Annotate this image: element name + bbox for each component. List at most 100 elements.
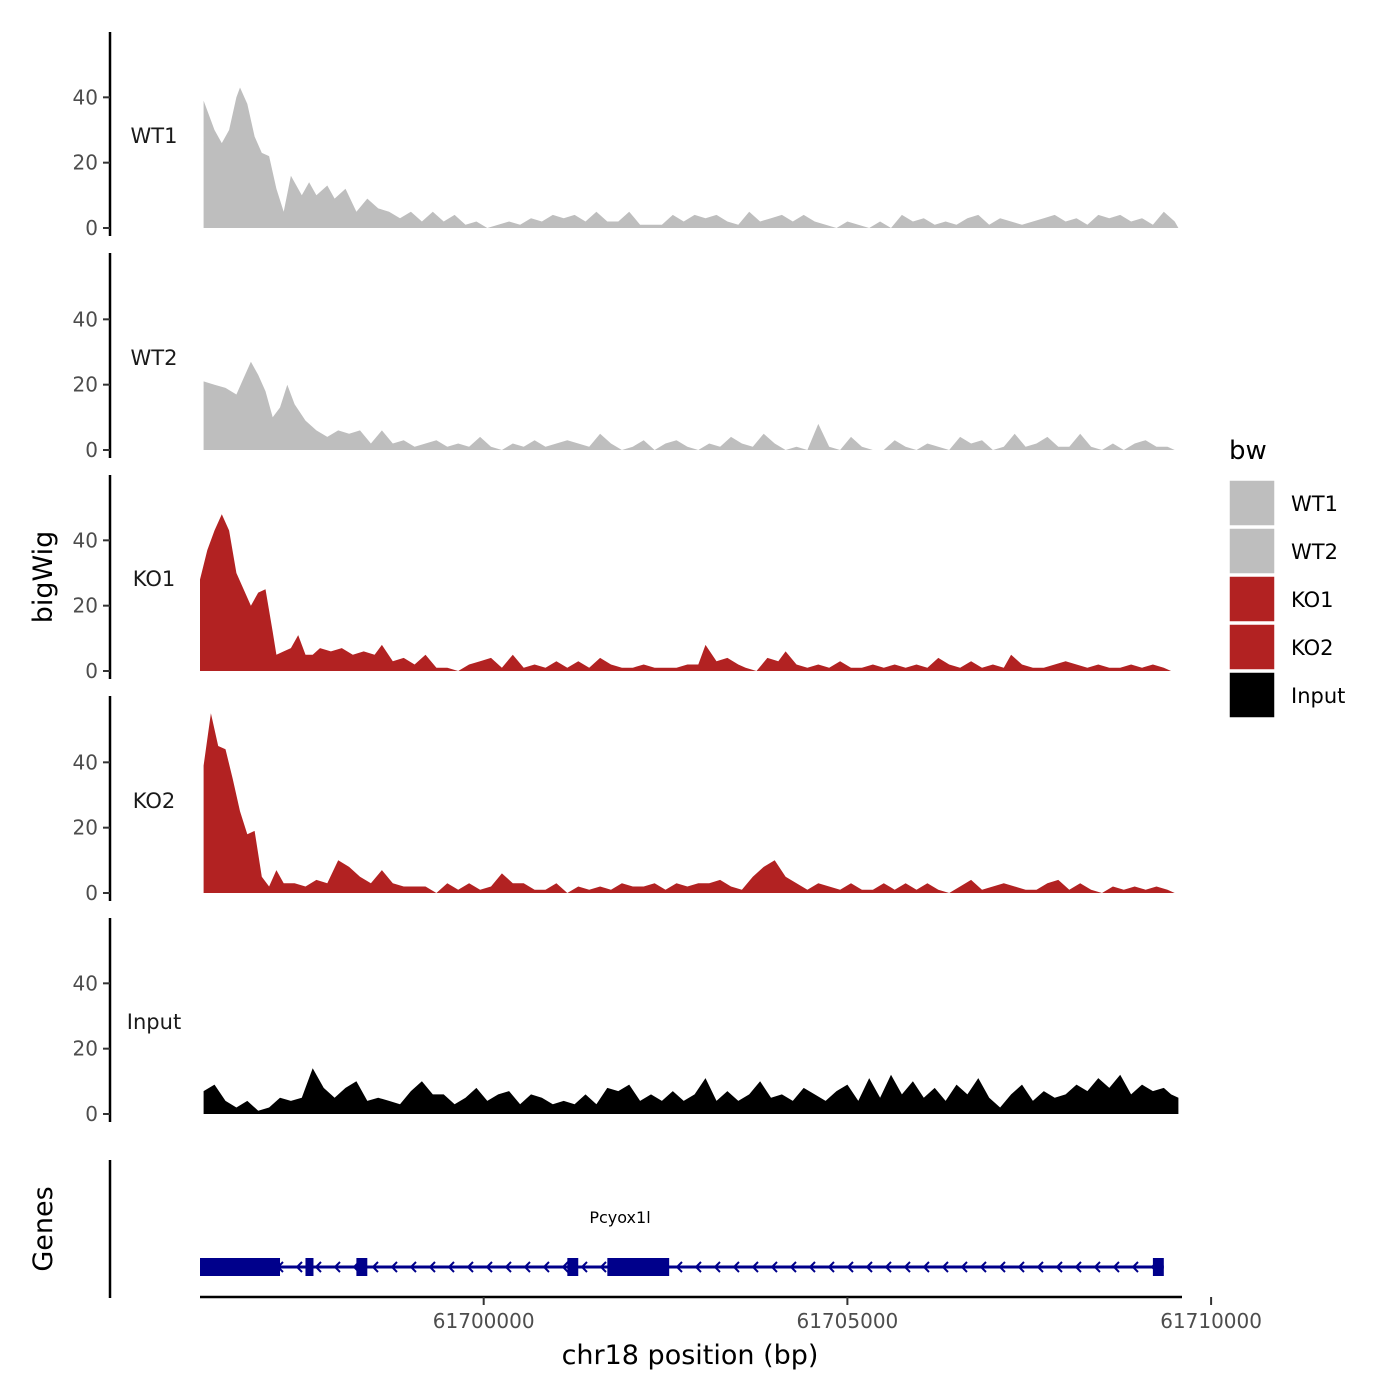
legend-key-wt1 <box>1228 479 1276 527</box>
gene-track-title: Genes <box>28 1186 59 1271</box>
gene-exon <box>1152 1258 1164 1276</box>
signal-area-ko2 <box>203 713 1175 893</box>
x-tick-label: 61700000 <box>433 1309 535 1333</box>
track-ko1: 0 20 40 KO1 <box>73 475 1172 683</box>
signal-area-ko1 <box>200 514 1172 671</box>
strand-arrow <box>466 1261 474 1273</box>
legend-label: WT1 <box>1291 492 1338 516</box>
track-label: WT1 <box>131 124 178 148</box>
y-tick-label: 20 <box>73 816 98 840</box>
strand-arrow <box>979 1261 987 1273</box>
strand-arrow <box>694 1261 702 1273</box>
strand-arrow <box>580 1261 588 1273</box>
legend-label: KO1 <box>1291 588 1334 612</box>
strand-arrow <box>371 1261 379 1273</box>
legend-label: KO2 <box>1291 636 1334 660</box>
strand-arrow <box>713 1261 721 1273</box>
gene-exon <box>356 1258 368 1276</box>
y-tick-label: 20 <box>73 1037 98 1061</box>
strand-arrow <box>1074 1261 1082 1273</box>
strand-arrow <box>808 1261 816 1273</box>
strand-arrow <box>865 1261 873 1273</box>
gene-track: Genes Pcyox1l <box>28 1160 1164 1298</box>
x-tick-label: 61710000 <box>1160 1309 1262 1333</box>
strand-arrow <box>1017 1261 1025 1273</box>
legend: bw WT1 WT2 KO1 KO2 Input <box>1228 436 1345 719</box>
strand-arrow <box>922 1261 930 1273</box>
y-tick-label: 0 <box>85 881 98 905</box>
strand-arrow <box>1093 1261 1101 1273</box>
strand-arrow <box>390 1261 398 1273</box>
signal-area-wt2 <box>203 361 1175 450</box>
strand-arrow <box>1055 1261 1063 1273</box>
legend-label: Input <box>1291 684 1345 708</box>
strand-arrow <box>903 1261 911 1273</box>
gene-exon <box>607 1258 670 1276</box>
x-axis: 61700000 61705000 61710000 chr18 position (… <box>200 1295 1262 1371</box>
gene-exon <box>305 1258 314 1276</box>
gene-exon <box>200 1258 281 1276</box>
y-tick-label: 0 <box>85 438 98 462</box>
strand-arrow <box>599 1261 607 1273</box>
y-tick-label: 0 <box>85 1102 98 1126</box>
strand-arrow <box>333 1261 341 1273</box>
strand-arrow <box>960 1261 968 1273</box>
strand-arrow <box>751 1261 759 1273</box>
legend-title: bw <box>1229 436 1267 466</box>
legend-label: WT2 <box>1291 540 1338 564</box>
y-tick-label: 40 <box>73 528 98 552</box>
track-label: KO1 <box>133 567 176 591</box>
y-tick-label: 40 <box>73 750 98 774</box>
strand-arrow <box>523 1261 531 1273</box>
gene-exon <box>567 1258 579 1276</box>
strand-arrow <box>295 1261 303 1273</box>
strand-arrow <box>846 1261 854 1273</box>
signal-area-input <box>203 1068 1179 1114</box>
strand-arrow <box>409 1261 417 1273</box>
strand-arrow <box>1036 1261 1044 1273</box>
strand-arrow <box>428 1261 436 1273</box>
track-label: KO2 <box>133 789 176 813</box>
strand-arrow <box>314 1261 322 1273</box>
x-tick-label: 61705000 <box>796 1309 898 1333</box>
legend-key-ko1 <box>1228 575 1276 623</box>
strand-arrow <box>884 1261 892 1273</box>
y-axis-title: bigWig <box>28 531 59 624</box>
signal-area-wt1 <box>203 87 1179 228</box>
strand-arrow <box>1131 1261 1139 1273</box>
y-tick-label: 0 <box>85 216 98 240</box>
strand-arrow <box>504 1261 512 1273</box>
track-label: Input <box>127 1010 181 1034</box>
strand-arrow <box>998 1261 1006 1273</box>
track-label: WT2 <box>131 346 178 370</box>
strand-arrow <box>447 1261 455 1273</box>
x-axis-title: chr18 position (bp) <box>562 1340 819 1371</box>
strand-arrow <box>941 1261 949 1273</box>
y-tick-label: 0 <box>85 659 98 683</box>
strand-arrow <box>675 1261 683 1273</box>
track-wt1: 0 20 40 WT1 <box>73 32 1179 240</box>
legend-key-input <box>1228 671 1276 719</box>
y-tick-label: 20 <box>73 151 98 175</box>
legend-key-ko2 <box>1228 623 1276 671</box>
y-tick-label: 40 <box>73 85 98 109</box>
strand-arrow <box>542 1261 550 1273</box>
y-tick-label: 20 <box>73 373 98 397</box>
strand-arrow <box>485 1261 493 1273</box>
strand-arrow <box>827 1261 835 1273</box>
y-tick-label: 40 <box>73 971 98 995</box>
strand-arrow <box>1112 1261 1120 1273</box>
y-tick-label: 20 <box>73 594 98 618</box>
track-input: 0 20 40 Input <box>73 918 1179 1126</box>
track-ko2: 0 20 40 KO2 <box>73 696 1175 905</box>
strand-arrow <box>770 1261 778 1273</box>
strand-arrow <box>561 1261 569 1273</box>
y-tick-label: 40 <box>73 307 98 331</box>
track-wt2: 0 20 40 WT2 <box>73 253 1175 462</box>
strand-arrow <box>732 1261 740 1273</box>
strand-arrow <box>789 1261 797 1273</box>
legend-key-wt2 <box>1228 527 1276 575</box>
gene-name-label: Pcyox1l <box>589 1208 650 1227</box>
